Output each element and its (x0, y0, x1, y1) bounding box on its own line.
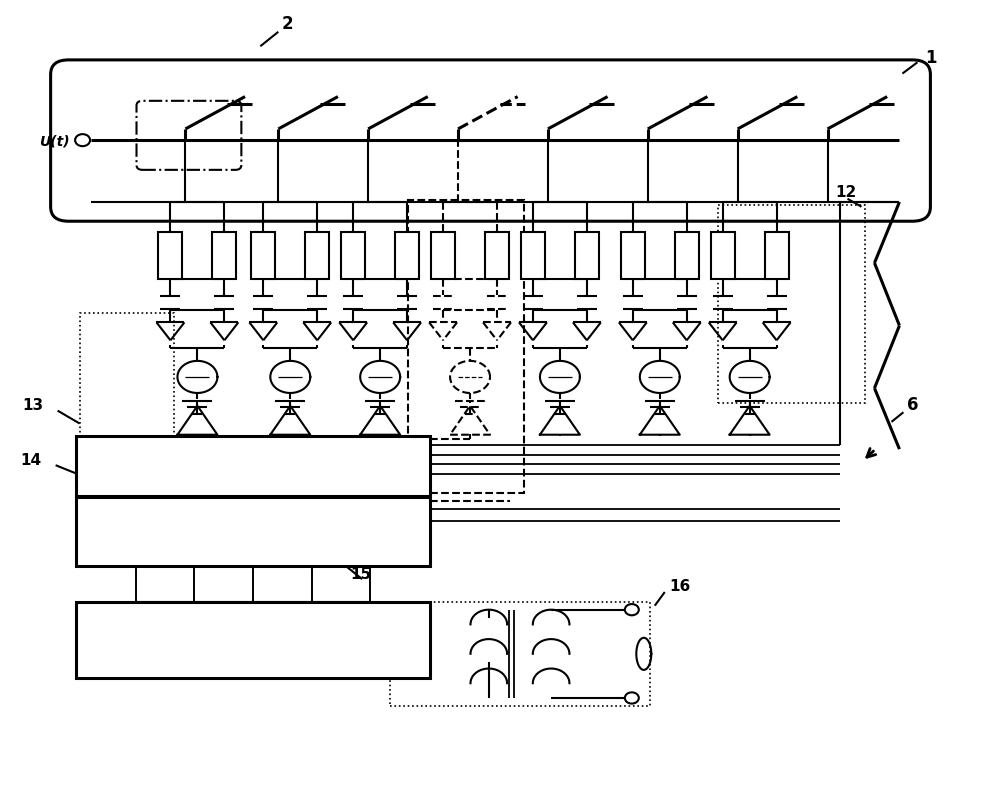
Bar (718, 206, 865, 404)
FancyBboxPatch shape (51, 61, 930, 222)
Text: 14: 14 (20, 452, 41, 467)
Bar (431, 233, 455, 279)
Bar (621, 233, 645, 279)
Bar (76, 602, 430, 678)
Bar (251, 233, 275, 279)
Bar (408, 201, 524, 494)
Bar (341, 233, 365, 279)
Bar (158, 233, 182, 279)
Bar (575, 233, 599, 279)
Text: 12: 12 (836, 185, 857, 199)
Text: 1: 1 (926, 50, 937, 67)
Bar (675, 233, 699, 279)
Text: 13: 13 (22, 397, 43, 413)
Bar (212, 233, 236, 279)
Bar (395, 233, 419, 279)
Text: 15: 15 (350, 566, 371, 581)
Bar (305, 233, 329, 279)
Bar (80, 313, 174, 494)
Text: 6: 6 (907, 396, 919, 414)
Bar (765, 233, 789, 279)
Bar (521, 233, 545, 279)
Bar (76, 436, 430, 496)
Bar (390, 602, 650, 706)
Text: 16: 16 (670, 578, 691, 593)
Text: 2: 2 (281, 14, 293, 33)
Bar (485, 233, 509, 279)
Text: U(t): U(t) (39, 134, 69, 148)
Bar (711, 233, 735, 279)
Bar (76, 498, 430, 566)
